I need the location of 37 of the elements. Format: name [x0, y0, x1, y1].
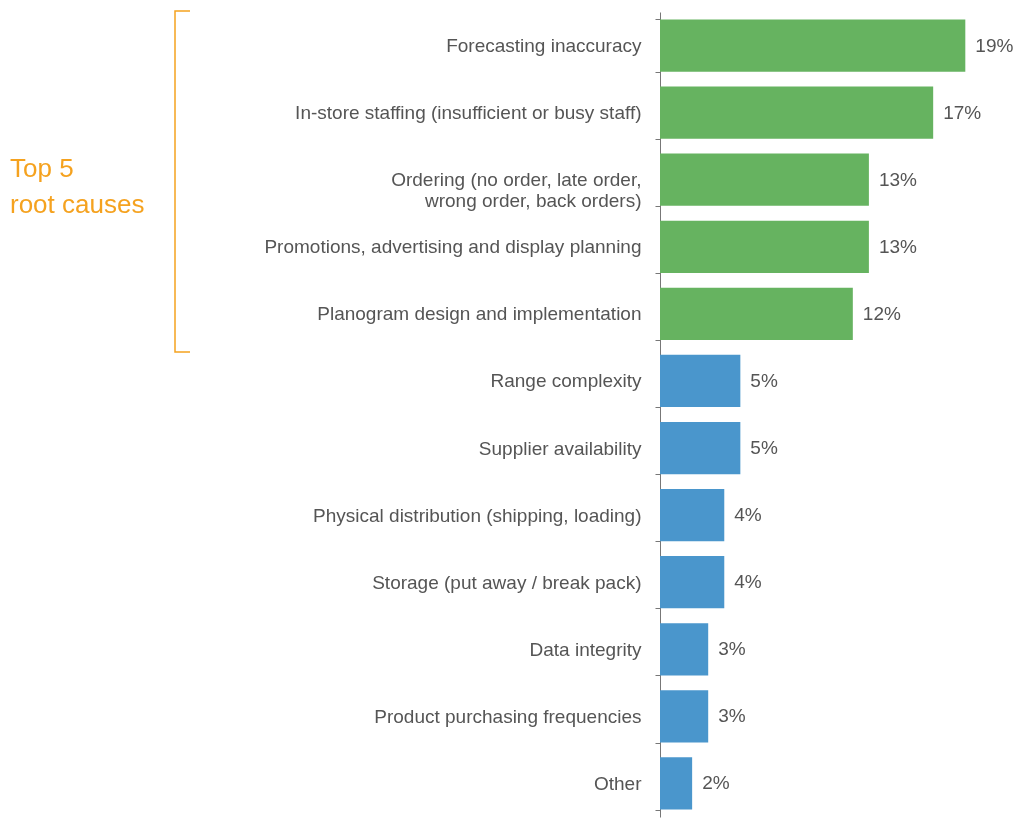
y-tick-label: Ordering (no order, late order, wrong order, back orders)	[391, 169, 642, 212]
bar	[660, 19, 966, 72]
data-label: 4%	[734, 571, 762, 593]
y-tick-label: Data integrity	[529, 638, 642, 660]
text: Top 5 root causes	[10, 152, 145, 221]
data-label: 4%	[734, 504, 762, 526]
y-tick-label: Storage (put away / break pack)	[372, 571, 642, 593]
data-label: 12%	[862, 302, 901, 324]
y-tick-label: Range complexity	[490, 370, 642, 392]
y-tick-label: Product purchasing frequencies	[374, 705, 642, 727]
data-label: 19%	[975, 34, 1014, 56]
bar	[660, 86, 934, 139]
data-label: 5%	[750, 369, 778, 391]
bar	[660, 690, 709, 743]
data-label: 13%	[878, 235, 918, 257]
bar	[660, 556, 725, 609]
bar	[660, 421, 741, 475]
y-tick-label: Other	[593, 772, 643, 794]
bar	[660, 153, 869, 206]
bar	[660, 354, 741, 408]
data-label: 17%	[943, 101, 982, 123]
y-tick-label: Supplier availability	[478, 437, 642, 459]
y-tick-label: Forecasting inaccuracy	[446, 35, 642, 57]
y-tick-label: Physical distribution (shipping, loading)	[313, 504, 642, 526]
data-label: 13%	[878, 168, 918, 190]
y-tick-label: In-store staffing (insufficient or busy staff)	[295, 102, 642, 124]
bar	[660, 757, 693, 810]
data-label: 3%	[718, 638, 746, 660]
y-tick-label: Promotions, advertising and display planning	[264, 236, 642, 258]
bar	[660, 220, 869, 273]
data-label: 2%	[702, 772, 730, 794]
bar	[660, 623, 709, 676]
y-tick-label: Planogram design and implementation	[317, 303, 642, 325]
data-label: 3%	[718, 705, 746, 727]
data-label: 5%	[750, 437, 778, 459]
bar	[660, 488, 725, 542]
bar	[660, 287, 853, 341]
